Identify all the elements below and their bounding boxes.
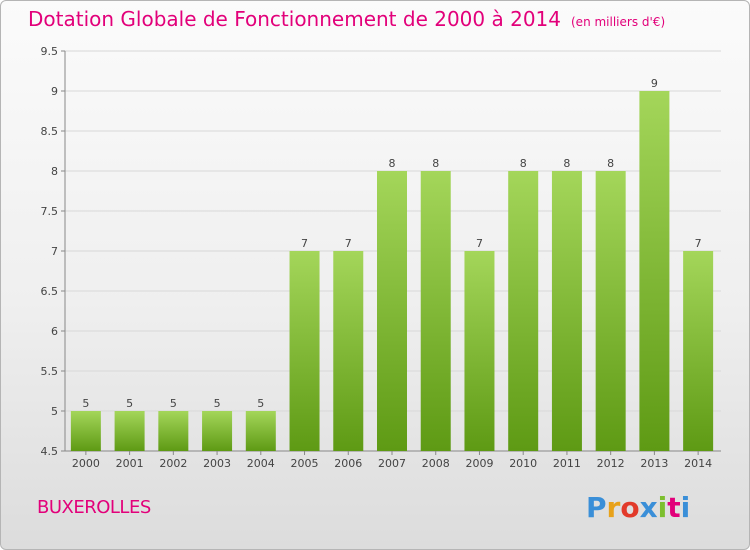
logo-letter: r bbox=[606, 491, 621, 524]
data-label: 5 bbox=[170, 397, 177, 410]
data-label: 5 bbox=[257, 397, 264, 410]
x-tick-label: 2006 bbox=[334, 457, 362, 470]
bar bbox=[377, 171, 407, 451]
proxiti-logo: Proxiti bbox=[586, 491, 690, 524]
labels: 4.5 5 5.5 6 6.5 7 7.5 8 8.5 9 9.5 5 2000 5 2001 5 2002 5 2… bbox=[41, 45, 713, 470]
bar bbox=[420, 171, 451, 451]
bar bbox=[114, 411, 145, 451]
y-tick-label: 5 bbox=[51, 405, 58, 418]
logo-letter: t bbox=[667, 491, 681, 524]
bar bbox=[245, 411, 276, 451]
data-label: 8 bbox=[432, 157, 439, 170]
data-label: 7 bbox=[476, 237, 483, 250]
y-tick-label: 9 bbox=[51, 85, 58, 98]
x-tick-label: 2009 bbox=[465, 457, 493, 470]
y-tick-label: 8.5 bbox=[41, 125, 59, 138]
y-tick-label: 5.5 bbox=[41, 365, 59, 378]
bar bbox=[683, 251, 714, 451]
bar bbox=[333, 251, 364, 451]
x-tick-label: 2013 bbox=[640, 457, 668, 470]
chart-title: Dotation Globale de Fonctionnement de 20… bbox=[28, 7, 665, 31]
x-tick-label: 2007 bbox=[378, 457, 406, 470]
x-tick-label: 2011 bbox=[553, 457, 581, 470]
bars bbox=[70, 91, 714, 451]
x-tick-label: 2014 bbox=[684, 457, 712, 470]
data-label: 7 bbox=[301, 237, 308, 250]
data-label: 8 bbox=[520, 157, 527, 170]
logo-letter: o bbox=[620, 491, 640, 524]
bar bbox=[158, 411, 189, 451]
x-tick-label: 2005 bbox=[291, 457, 319, 470]
y-tick-label: 6 bbox=[51, 325, 58, 338]
data-label: 8 bbox=[563, 157, 570, 170]
logo-letter: P bbox=[586, 491, 607, 524]
data-label: 5 bbox=[126, 397, 133, 410]
data-label: 7 bbox=[345, 237, 352, 250]
bar bbox=[464, 251, 495, 451]
y-tick-label: 4.5 bbox=[41, 445, 59, 458]
data-label: 9 bbox=[651, 77, 658, 90]
bar bbox=[639, 91, 670, 451]
commune-name: BUXEROLLES bbox=[37, 497, 151, 518]
x-tick-label: 2003 bbox=[203, 457, 231, 470]
y-tick-label: 7 bbox=[51, 245, 58, 258]
x-tick-label: 2012 bbox=[597, 457, 625, 470]
y-tick-label: 7.5 bbox=[41, 205, 59, 218]
bar bbox=[202, 411, 233, 451]
y-tick-label: 8 bbox=[51, 165, 58, 178]
data-label: 5 bbox=[82, 397, 89, 410]
data-label: 7 bbox=[695, 237, 702, 250]
bar bbox=[595, 171, 626, 451]
data-label: 5 bbox=[214, 397, 221, 410]
bar bbox=[508, 171, 539, 451]
x-tick-label: 2001 bbox=[116, 457, 144, 470]
y-tick-label: 6.5 bbox=[41, 285, 59, 298]
bar bbox=[289, 251, 320, 451]
logo-letter: i bbox=[657, 491, 668, 524]
x-tick-label: 2002 bbox=[159, 457, 187, 470]
bar bbox=[551, 171, 582, 451]
chart-unit: (en milliers d'€) bbox=[571, 15, 666, 29]
x-tick-label: 2010 bbox=[509, 457, 537, 470]
data-label: 8 bbox=[389, 157, 396, 170]
chart-title-text: Dotation Globale de Fonctionnement de 20… bbox=[28, 7, 561, 31]
logo-letter: x bbox=[639, 491, 658, 524]
x-tick-label: 2008 bbox=[422, 457, 450, 470]
logo-letter: i bbox=[680, 491, 691, 524]
x-tick-label: 2004 bbox=[247, 457, 275, 470]
y-tick-label: 9.5 bbox=[41, 45, 59, 58]
x-tick-label: 2000 bbox=[72, 457, 100, 470]
bar bbox=[70, 411, 101, 451]
data-label: 8 bbox=[607, 157, 614, 170]
